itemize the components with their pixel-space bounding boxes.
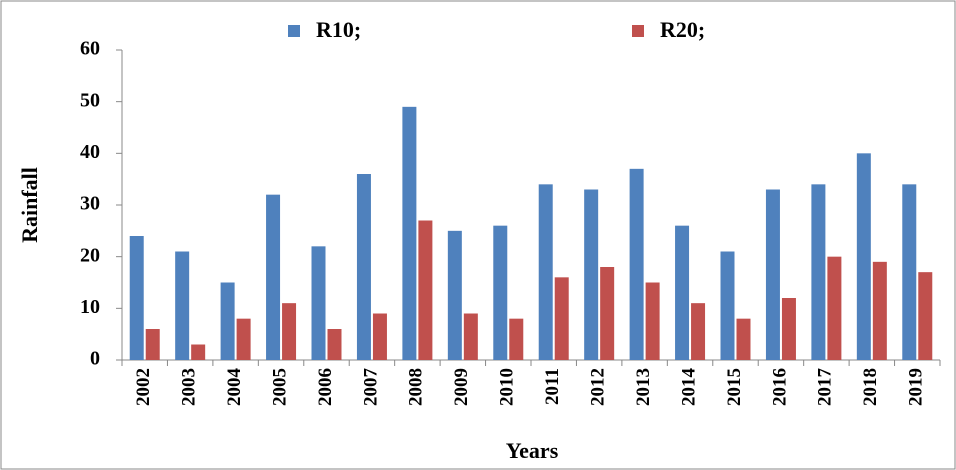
bar: [811, 184, 826, 360]
bar: [918, 272, 933, 360]
bar: [266, 194, 281, 360]
x-tick-label: 2007: [360, 368, 381, 407]
bar: [629, 168, 644, 360]
bar: [645, 282, 660, 360]
bar: [145, 329, 160, 360]
bar: [372, 313, 387, 360]
bar: [493, 225, 508, 360]
bar: [191, 344, 206, 360]
legend-label: R10;: [316, 17, 361, 42]
bar: [872, 261, 887, 360]
bar: [418, 220, 433, 360]
bar: [311, 246, 326, 360]
y-tick-label: 50: [80, 89, 100, 111]
bar: [175, 251, 190, 360]
y-tick-label: 40: [80, 141, 100, 163]
bar: [675, 225, 690, 360]
bar: [720, 251, 735, 360]
bar: [129, 236, 144, 360]
legend-swatch: [288, 25, 300, 37]
x-axis-label: Years: [506, 438, 559, 463]
x-tick-label: 2014: [678, 368, 699, 407]
bar: [765, 189, 780, 360]
bar: [356, 174, 371, 360]
x-tick-label: 2006: [315, 368, 336, 406]
bar: [463, 313, 478, 360]
bar: [827, 256, 842, 360]
bar: [600, 267, 615, 360]
bar: [856, 153, 871, 360]
x-tick-label: 2005: [269, 368, 290, 406]
bar: [781, 298, 796, 360]
y-tick-label: 20: [80, 244, 100, 266]
x-tick-label: 2018: [860, 368, 881, 406]
x-tick-label: 2009: [451, 368, 472, 406]
bar: [554, 277, 569, 360]
x-tick-label: 2019: [906, 368, 927, 406]
x-tick-label: 2010: [497, 368, 518, 406]
bar: [691, 303, 706, 360]
x-tick-label: 2013: [633, 368, 654, 406]
y-tick-label: 0: [90, 348, 100, 370]
bar: [447, 230, 462, 360]
y-tick-label: 30: [80, 193, 100, 215]
bar: [282, 303, 297, 360]
legend-swatch: [632, 25, 644, 37]
x-tick-label: 2002: [133, 368, 154, 406]
bar: [902, 184, 917, 360]
x-tick-label: 2011: [542, 368, 563, 405]
x-tick-label: 2017: [815, 368, 836, 407]
bar: [538, 184, 553, 360]
bar: [509, 318, 524, 360]
bar: [584, 189, 599, 360]
legend-label: R20;: [660, 17, 705, 42]
x-tick-label: 2012: [588, 368, 609, 406]
y-tick-label: 10: [80, 296, 100, 318]
bar: [736, 318, 751, 360]
bar: [402, 106, 417, 360]
x-tick-label: 2003: [179, 368, 200, 406]
x-tick-label: 2015: [724, 368, 745, 406]
x-tick-label: 2008: [406, 368, 427, 406]
bar: [220, 282, 235, 360]
y-tick-label: 60: [80, 38, 100, 60]
x-tick-label: 2004: [224, 368, 245, 407]
y-axis-label: Rainfall: [17, 167, 42, 243]
x-tick-label: 2016: [769, 368, 790, 406]
bar: [236, 318, 251, 360]
bar: [327, 329, 342, 360]
